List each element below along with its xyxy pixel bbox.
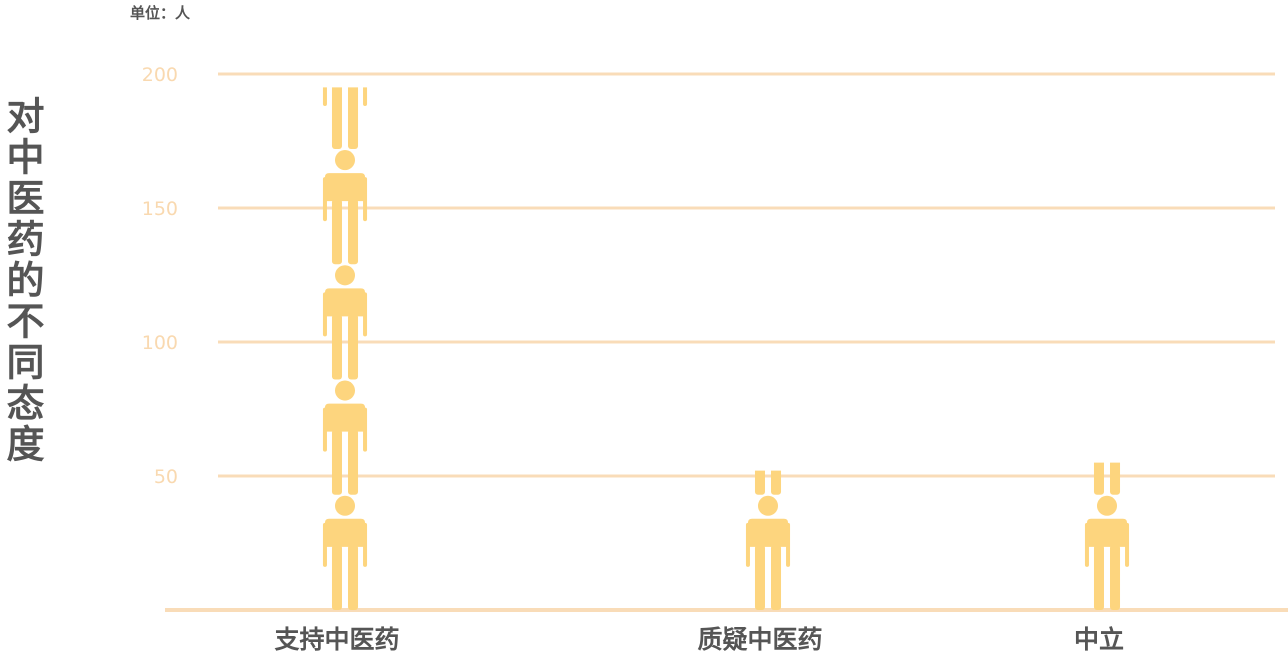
category-labels: 支持中医药 质疑中医药 中立 bbox=[274, 625, 1124, 654]
person-icon bbox=[322, 150, 368, 265]
gridlines bbox=[218, 72, 1275, 478]
person-icon bbox=[1084, 495, 1130, 610]
icon-column bbox=[1084, 462, 1130, 610]
category-label: 质疑中医药 bbox=[697, 625, 822, 654]
person-icon bbox=[1093, 462, 1121, 495]
icon-columns bbox=[322, 87, 1130, 610]
icon-column bbox=[745, 470, 791, 610]
category-label: 支持中医药 bbox=[274, 625, 399, 654]
unit-label: 单位：人 bbox=[130, 4, 191, 22]
person-icon bbox=[322, 380, 368, 495]
category-label: 中立 bbox=[1074, 625, 1124, 654]
person-icon bbox=[322, 265, 368, 380]
person-icon bbox=[322, 87, 368, 150]
person-icon bbox=[754, 470, 782, 495]
y-tick-label: 150 bbox=[142, 198, 178, 220]
person-icon bbox=[322, 495, 368, 610]
person-icon bbox=[745, 495, 791, 610]
y-tick-label: 200 bbox=[142, 64, 178, 86]
y-tick-label: 100 bbox=[142, 332, 178, 354]
y-tick-label: 50 bbox=[154, 466, 178, 488]
y-axis-title: 对中医药的不同态度 bbox=[0, 96, 44, 465]
y-tick-labels: 50 100 150 200 bbox=[142, 64, 178, 488]
icon-column bbox=[322, 87, 368, 610]
